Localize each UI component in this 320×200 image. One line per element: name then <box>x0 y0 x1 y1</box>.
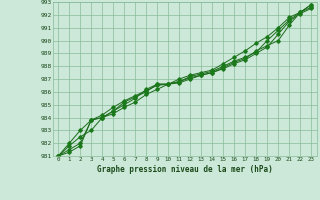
X-axis label: Graphe pression niveau de la mer (hPa): Graphe pression niveau de la mer (hPa) <box>97 165 273 174</box>
